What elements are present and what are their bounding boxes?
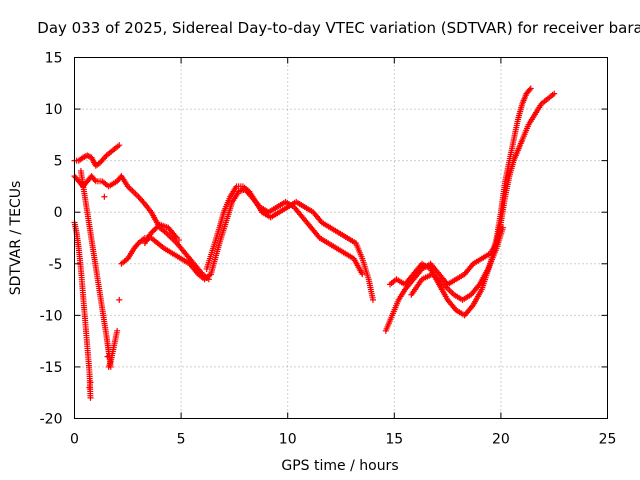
data-point: [116, 296, 123, 303]
data-point: [86, 384, 93, 391]
x-tick-label: 10: [279, 432, 297, 448]
y-tick-label: 0: [54, 205, 63, 221]
y-axis-label: SDTVAR / TECUs: [8, 181, 24, 296]
data-point: [359, 271, 366, 278]
y-tick-label: -5: [49, 257, 63, 273]
data-points: [71, 85, 558, 401]
data-point: [87, 379, 94, 386]
y-tick-label: -10: [40, 308, 63, 324]
data-point: [175, 237, 182, 244]
x-tick-label: 15: [385, 432, 403, 448]
data-point: [85, 153, 92, 160]
data-point: [526, 86, 533, 93]
y-tick-label: 15: [45, 51, 63, 67]
x-tick-label: 0: [70, 432, 79, 448]
plot-frame: [74, 57, 608, 419]
x-axis-label: GPS time / hours: [281, 458, 398, 474]
y-tick-label: 5: [54, 154, 63, 170]
y-tick-label: -20: [40, 412, 63, 428]
x-tick-label: 5: [177, 432, 186, 448]
data-point: [500, 224, 507, 231]
chart-title: Day 033 of 2025, Sidereal Day-to-day VTE…: [37, 19, 640, 37]
y-tick-label: -15: [40, 360, 63, 376]
data-point: [116, 142, 123, 149]
data-point: [527, 85, 534, 92]
tick-labels: 0 5 10 15 20 25 -20 -15 -10 -5 0 5 10 15: [40, 51, 617, 448]
data-point: [551, 90, 558, 97]
data-point: [104, 353, 111, 360]
data-point: [114, 327, 121, 334]
data-point: [369, 296, 376, 303]
grid: [74, 57, 608, 419]
data-point: [87, 394, 94, 401]
x-tick-label: 20: [492, 432, 510, 448]
y-tick-label: 10: [45, 102, 63, 118]
data-point: [101, 193, 108, 200]
data-point: [91, 176, 98, 183]
data-point: [151, 227, 158, 234]
x-tick-label: 25: [599, 432, 617, 448]
